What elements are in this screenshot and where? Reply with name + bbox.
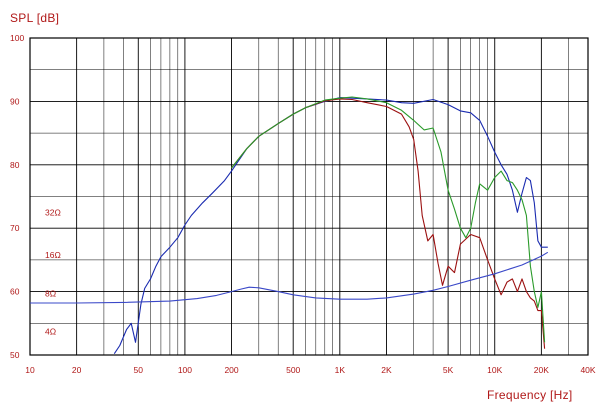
y-tick-label: 70 [10, 223, 20, 233]
x-tick-label: 500 [286, 365, 300, 375]
series-line [113, 97, 548, 355]
series-line [231, 96, 546, 343]
grid [29, 37, 589, 356]
x-tick-label: 200 [224, 365, 238, 375]
x-tick-label: 2K [381, 365, 392, 375]
plot-frame [29, 37, 589, 356]
x-tick-label: 20 [72, 365, 82, 375]
x-tick-label: 10 [25, 365, 35, 375]
x-tick-label: 10K [487, 365, 502, 375]
tick-labels: 10 20 50 100 200 500 1K 2K 5K 10K 20K 40K 50 60 70 80 90… [10, 33, 596, 375]
x-tick-label: 20K [534, 365, 549, 375]
series-line [30, 251, 549, 304]
y-tick-label: 90 [10, 96, 20, 106]
x-axis-title: Frequency [Hz] [487, 388, 573, 402]
x-tick-label: 5K [443, 365, 454, 375]
x-tick-label: 40K [580, 365, 595, 375]
x-tick-label: 100 [178, 365, 192, 375]
impedance-label: 4Ω [45, 327, 56, 337]
impedance-labels: 32Ω 16Ω 8Ω 4Ω [45, 207, 61, 336]
x-tick-label: 1K [335, 365, 346, 375]
y-axis-title: SPL [dB] [10, 11, 60, 25]
series-line [231, 98, 546, 349]
y-tick-label: 50 [10, 350, 20, 360]
curves [30, 96, 549, 355]
impedance-label: 16Ω [45, 250, 61, 260]
y-tick-label: 60 [10, 287, 20, 297]
x-tick-label: 50 [134, 365, 144, 375]
impedance-label: 32Ω [45, 207, 61, 217]
y-tick-label: 100 [10, 33, 24, 43]
y-tick-label: 80 [10, 160, 20, 170]
impedance-label: 8Ω [45, 289, 56, 299]
